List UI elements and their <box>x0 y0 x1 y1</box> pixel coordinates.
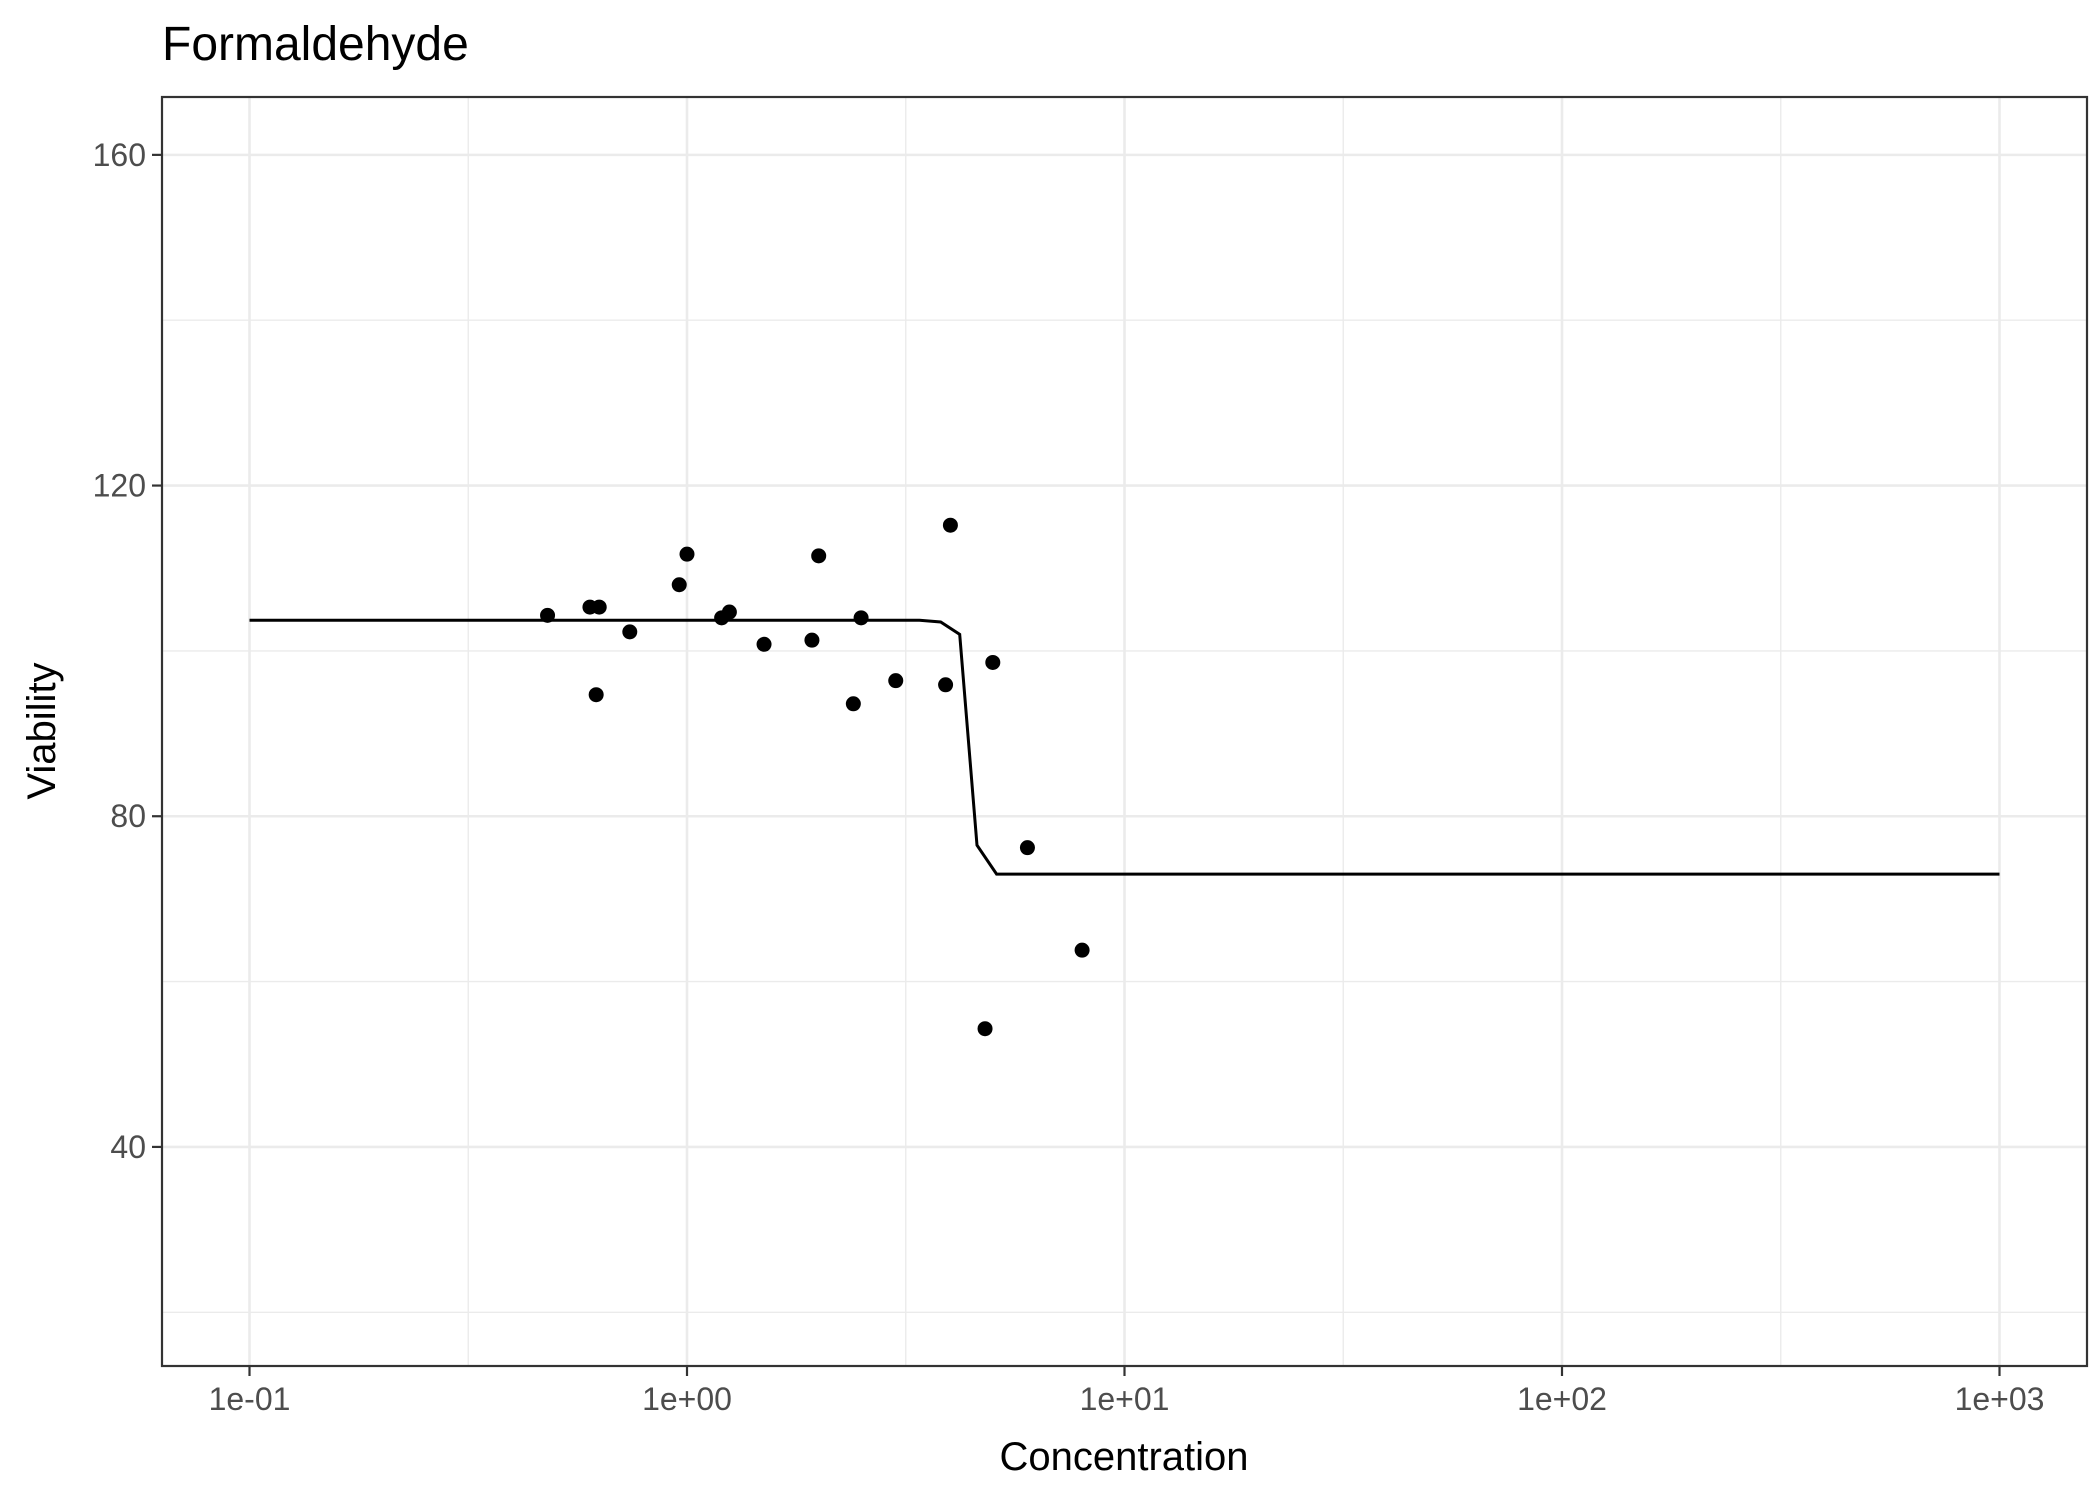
data-point <box>853 610 869 626</box>
data-point <box>588 687 604 703</box>
y-tick-label: 80 <box>110 798 146 834</box>
data-point <box>1019 840 1035 856</box>
data-point <box>679 546 695 562</box>
y-axis-title: Viability <box>20 662 64 799</box>
data-point <box>622 624 638 640</box>
x-tick-label: 1e-01 <box>209 1381 291 1417</box>
y-tick-label: 120 <box>93 468 146 504</box>
y-tick-label: 160 <box>93 137 146 173</box>
x-tick-label: 1e+01 <box>1080 1381 1170 1417</box>
data-point <box>938 677 954 693</box>
data-point <box>671 577 687 593</box>
x-tick-label: 1e+03 <box>1955 1381 2045 1417</box>
data-point <box>1074 942 1090 958</box>
chart-title: Formaldehyde <box>162 18 469 71</box>
data-point <box>721 604 737 620</box>
x-tick-label: 1e+02 <box>1517 1381 1607 1417</box>
data-point <box>977 1021 993 1037</box>
fit-curve <box>249 618 2000 876</box>
y-axis: 40 80 120 160 <box>93 137 162 1165</box>
x-axis: 1e-01 1e+00 1e+01 1e+02 1e+03 <box>209 1366 2045 1417</box>
x-axis-title: Concentration <box>999 1435 1248 1479</box>
x-tick-label: 1e+00 <box>642 1381 732 1417</box>
data-point <box>591 599 607 615</box>
data-point <box>756 636 772 652</box>
grid <box>162 97 2087 1366</box>
data-point <box>985 654 1001 670</box>
data-point <box>811 548 827 564</box>
data-point <box>888 673 904 689</box>
y-tick-label: 40 <box>110 1129 146 1165</box>
data-point <box>540 607 556 623</box>
data-points <box>540 517 1090 1037</box>
data-point <box>804 632 820 648</box>
fit-curve-layer <box>249 618 2000 876</box>
data-point <box>942 517 958 533</box>
data-point <box>845 696 861 712</box>
